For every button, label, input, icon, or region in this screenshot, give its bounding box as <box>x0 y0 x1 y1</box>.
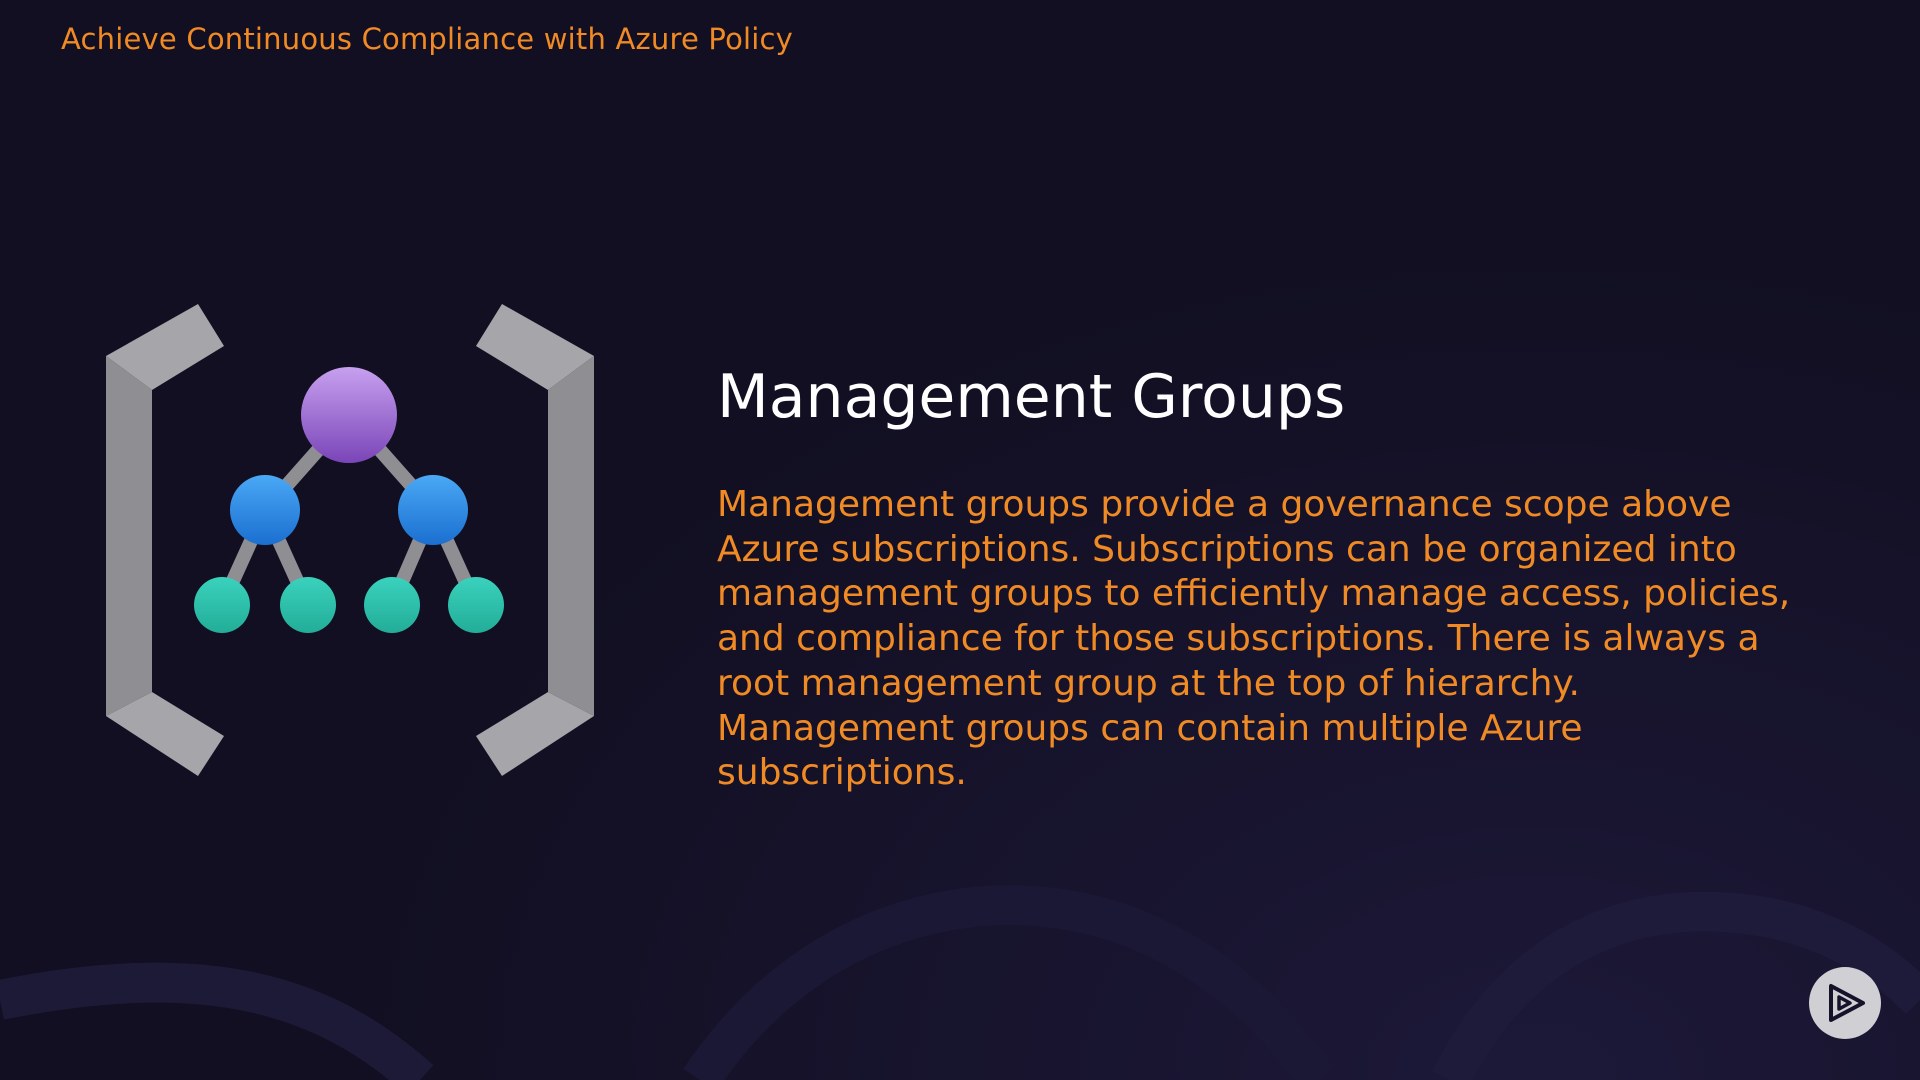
player-logo-button[interactable] <box>1809 967 1881 1039</box>
leaf-node <box>448 577 504 633</box>
leaf-node <box>280 577 336 633</box>
management-groups-icon <box>100 300 600 780</box>
child-node <box>230 475 300 545</box>
play-logo-icon <box>1829 984 1865 1022</box>
leaf-node <box>364 577 420 633</box>
root-node <box>301 367 397 463</box>
leaf-node <box>194 577 250 633</box>
right-bracket-shape <box>476 304 594 776</box>
slide-body-text: Management groups provide a governance s… <box>717 484 1791 794</box>
child-node <box>398 475 468 545</box>
course-title: Achieve Continuous Compliance with Azure… <box>61 22 794 56</box>
slide-heading: Management Groups <box>717 362 1346 432</box>
left-bracket-shape <box>106 304 224 776</box>
